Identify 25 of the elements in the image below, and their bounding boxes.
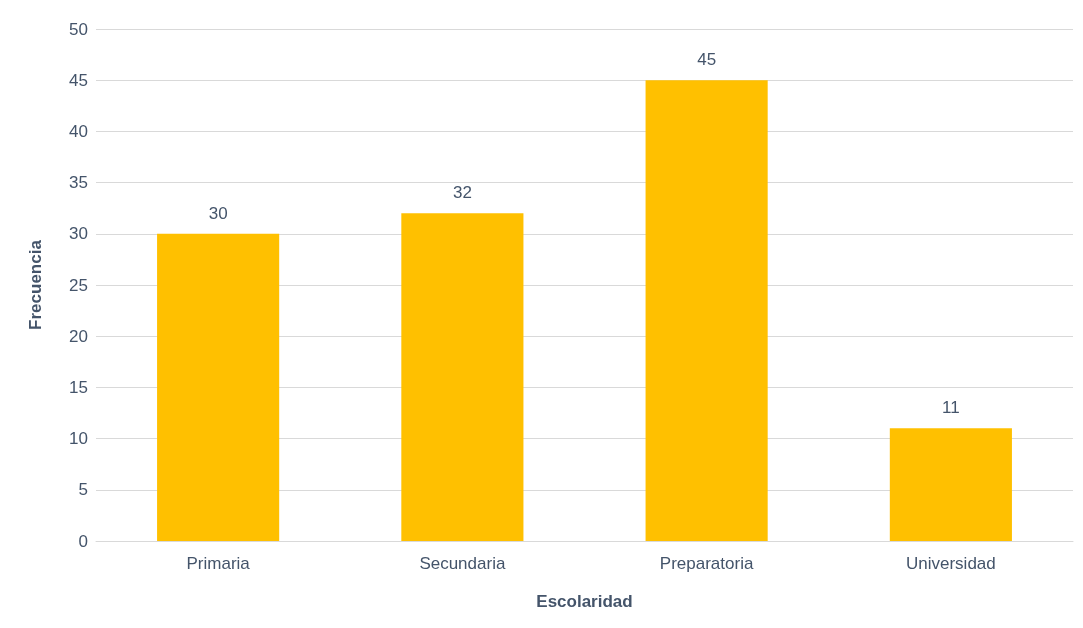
x-tick-label: Secundaria bbox=[419, 554, 506, 573]
y-tick-label: 0 bbox=[78, 531, 88, 551]
x-axis-title: Escolaridad bbox=[536, 592, 633, 611]
y-tick-label: 10 bbox=[69, 429, 88, 449]
x-tick-label: Universidad bbox=[905, 554, 996, 573]
y-tick-label: 40 bbox=[69, 121, 88, 141]
data-label: 11 bbox=[942, 398, 960, 418]
y-tick-label: 20 bbox=[69, 326, 88, 346]
x-tick-label: Preparatoria bbox=[659, 554, 754, 573]
data-label: 45 bbox=[697, 50, 717, 70]
y-tick-label: 50 bbox=[69, 19, 88, 39]
y-tick-label: 25 bbox=[69, 275, 88, 295]
bar bbox=[889, 428, 1012, 541]
bar bbox=[645, 80, 768, 541]
data-label: 32 bbox=[452, 183, 472, 203]
y-tick-label: 30 bbox=[69, 224, 88, 244]
bar bbox=[157, 233, 280, 541]
x-tick-label: Primaria bbox=[186, 554, 251, 573]
bar bbox=[401, 213, 524, 541]
y-tick-label: 45 bbox=[69, 70, 88, 90]
data-label: 30 bbox=[208, 203, 228, 223]
y-tick-label: 5 bbox=[78, 480, 88, 500]
y-axis-title: Frecuencia bbox=[26, 239, 45, 330]
y-tick-label: 15 bbox=[69, 377, 88, 397]
y-tick-label: 35 bbox=[69, 173, 88, 193]
